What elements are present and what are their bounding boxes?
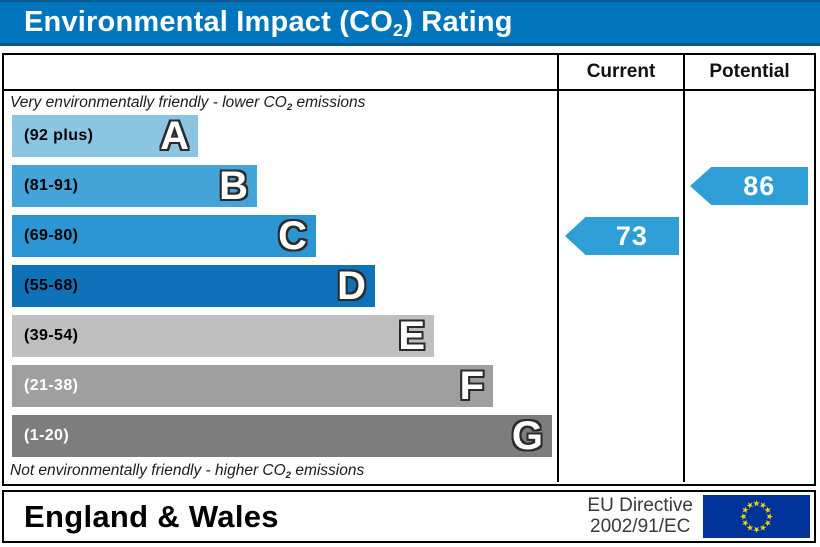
band-bar-f: (21-38) F — [12, 365, 493, 407]
top-note-subscript: 2 — [286, 101, 293, 113]
band-bar-g: (1-20) G — [12, 415, 552, 457]
current-rating-value: 73 — [615, 220, 648, 251]
current-rating-arrow: 73 — [565, 217, 679, 255]
band-range-b: (81-91) — [24, 177, 79, 194]
band-range-e: (39-54) — [24, 327, 79, 344]
current-column: 73 — [557, 91, 683, 482]
region-label: England & Wales — [24, 498, 279, 534]
top-note-text-end: emissions — [292, 94, 366, 111]
band-row-f: (21-38) F — [12, 365, 557, 415]
band-row-g: (1-20) G — [12, 415, 557, 465]
band-bar-b: (81-91) B — [12, 165, 257, 207]
column-header-current: Current — [557, 55, 683, 89]
footer-bar: England & Wales EU Directive 2002/91/EC — [2, 490, 816, 543]
band-letter-b: B — [219, 164, 248, 208]
band-bar-d: (55-68) D — [12, 265, 375, 307]
band-row-e: (39-54) E — [12, 315, 557, 365]
eu-directive-label: EU Directive 2002/91/EC — [587, 494, 693, 538]
band-bar-c: (69-80) C — [12, 215, 316, 257]
bottom-note-text-end: emissions — [291, 462, 365, 479]
eu-flag-stars — [740, 500, 773, 533]
potential-rating-arrow: 86 — [690, 167, 808, 205]
co2-subscript: 2 — [392, 20, 404, 41]
top-note: Very environmentally friendly - lower CO… — [4, 91, 557, 115]
rating-table: Current Potential Very environmentally f… — [2, 53, 816, 486]
header-cell-empty — [4, 55, 557, 89]
band-row-c: (69-80) C — [12, 215, 557, 265]
column-header-potential: Potential — [683, 55, 814, 89]
page-title: Environmental Impact (CO2) Rating — [24, 6, 513, 41]
band-bar-a: (92 plus) A — [12, 115, 198, 157]
page-title-text: Environmental Impact (CO — [24, 6, 393, 38]
potential-column: 86 — [683, 91, 814, 482]
bottom-note-text: Not environmentally friendly - higher CO — [10, 462, 286, 479]
eu-flag-icon — [703, 495, 810, 538]
band-range-c: (69-80) — [24, 227, 79, 244]
band-letter-g: G — [511, 414, 543, 458]
table-header-row: Current Potential — [4, 55, 814, 91]
top-note-text: Very environmentally friendly - lower CO — [10, 94, 287, 111]
eu-directive-line1: EU Directive — [587, 494, 693, 516]
title-bar: Environmental Impact (CO2) Rating — [0, 0, 820, 46]
band-letter-f: F — [459, 364, 484, 408]
band-range-a: (92 plus) — [24, 127, 94, 144]
band-letter-c: C — [278, 214, 307, 258]
band-bar-e: (39-54) E — [12, 315, 434, 357]
band-letter-d: D — [337, 264, 366, 308]
band-letter-a: A — [160, 114, 189, 158]
band-row-d: (55-68) D — [12, 265, 557, 315]
bottom-note: Not environmentally friendly - higher CO… — [4, 462, 370, 482]
eu-directive-line2: 2002/91/EC — [590, 515, 691, 537]
page-title-text-end: ) Rating — [403, 6, 513, 38]
band-range-f: (21-38) — [24, 377, 79, 394]
bands-column: Very environmentally friendly - lower CO… — [4, 91, 557, 482]
band-list: (92 plus) A (81-91) B (69-80) C — [4, 115, 557, 465]
bottom-note-subscript: 2 — [285, 469, 292, 481]
table-body: Very environmentally friendly - lower CO… — [4, 91, 814, 482]
band-letter-e: E — [398, 314, 425, 358]
band-range-g: (1-20) — [24, 427, 70, 444]
band-row-b: (81-91) B — [12, 165, 557, 215]
band-range-d: (55-68) — [24, 277, 79, 294]
potential-rating-value: 86 — [743, 170, 776, 201]
band-row-a: (92 plus) A — [12, 115, 557, 165]
